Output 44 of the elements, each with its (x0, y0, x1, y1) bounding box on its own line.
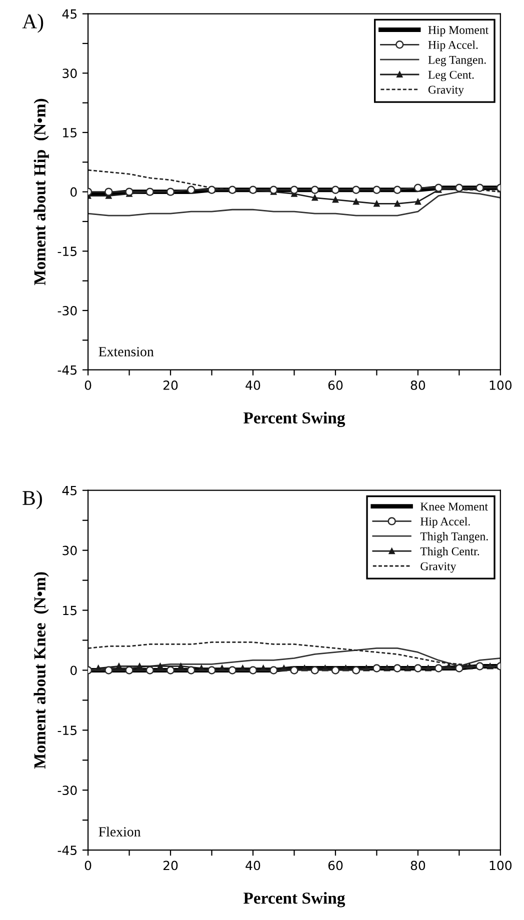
y-tick-label: 45 (62, 486, 77, 496)
x-tick-label: 80 (410, 860, 426, 870)
y-tick-label: -45 (58, 365, 77, 375)
y-tick-label: -30 (58, 306, 77, 316)
annotation: Extension (98, 347, 154, 356)
legend-label: Knee Moment (420, 502, 488, 511)
legend-label: Leg Tangen. (428, 56, 486, 66)
x-tick-label: 100 (490, 860, 512, 870)
y-tick-label: -30 (58, 786, 77, 796)
y-tick-label: 30 (62, 546, 77, 556)
x-tick-label: 0 (84, 380, 92, 390)
legend-label: Gravity (428, 86, 464, 96)
x-tick-label: 60 (328, 860, 343, 870)
text: B) (22, 490, 42, 510)
x-tick-label: 0 (84, 860, 92, 870)
y-tick-label: -45 (58, 846, 77, 856)
x-tick-label: 20 (163, 380, 178, 390)
x-tick-label: 40 (246, 380, 260, 390)
y-tick-label: 15 (63, 128, 77, 138)
y-tick-label: 30 (62, 68, 77, 78)
x-axis-title: Percent Swing (244, 892, 346, 908)
x-tick-label: 80 (410, 380, 426, 390)
x-tick-label: 20 (163, 860, 178, 870)
legend-label: Thigh Centr. (420, 547, 480, 558)
text: A) (22, 14, 44, 33)
y-axis-title: Moment about Hip (N•m) (34, 98, 49, 286)
annotation: Flexion (98, 826, 141, 836)
legend-label: Gravity (420, 562, 456, 573)
legend-label: Hip Accel. (420, 517, 470, 528)
legend-label: Hip Accel. (428, 40, 478, 52)
legend-label: Thigh Tangen. (420, 532, 488, 543)
legend-label: Hip Moment (428, 26, 489, 36)
y-tick-label: -15 (58, 726, 77, 736)
legend-label: Leg Cent. (428, 70, 474, 82)
x-tick-label: 100 (490, 380, 512, 390)
x-tick-label: 40 (246, 860, 260, 870)
y-axis-title: Moment about Knee (N•m) (34, 572, 49, 769)
y-tick-label: 0 (70, 187, 77, 197)
y-tick-label: 15 (63, 606, 77, 616)
y-tick-label: -15 (58, 246, 77, 256)
x-tick-label: 60 (328, 380, 343, 390)
x-axis-title: Percent Swing (244, 412, 346, 428)
y-tick-label: 0 (70, 666, 77, 676)
y-tick-label: 45 (62, 9, 77, 19)
